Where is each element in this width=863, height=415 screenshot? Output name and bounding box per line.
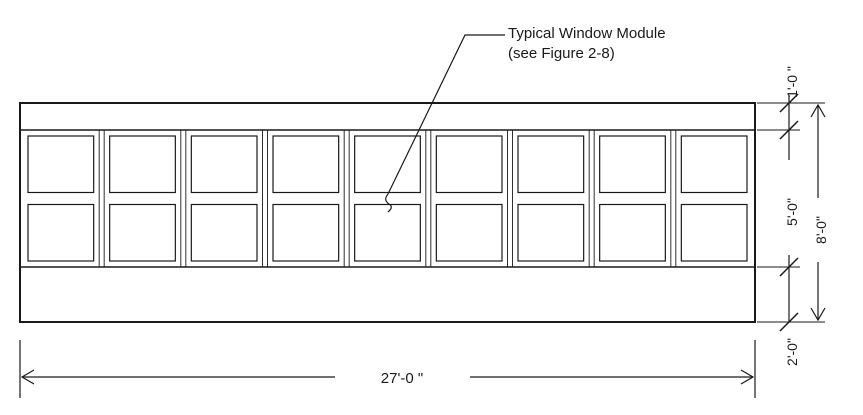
overall-height-dimension-label: 8'-0" [813, 216, 829, 244]
window-pane [109, 203, 176, 262]
window-pane [517, 135, 585, 194]
wall-panel-outline [19, 102, 756, 323]
overall-width-label: 27'-0 " [381, 370, 423, 387]
window-pane [599, 203, 666, 262]
window-module-grid [27, 130, 748, 267]
window-pane [272, 135, 340, 194]
window-pane [680, 135, 748, 194]
vertical-dimension-chain [757, 93, 825, 332]
window-pane [517, 203, 585, 262]
callout-reference: (see Figure 2-8) [508, 45, 615, 62]
window-pane [599, 135, 666, 194]
window-pane [27, 203, 95, 262]
callout-leader [385, 34, 505, 213]
window-pane [27, 135, 95, 194]
window-pane [435, 203, 503, 262]
window-pane [435, 135, 503, 194]
window-pane [680, 203, 748, 262]
window-pane [354, 135, 421, 194]
width-dimension-line [19, 340, 756, 398]
window-pane [190, 135, 258, 194]
window-pane [190, 203, 258, 262]
top-band-dimension-label: 1'-0 " [784, 66, 800, 98]
callout-title: Typical Window Module [508, 25, 666, 42]
bottom-band-dimension-label: 2'-0" [784, 338, 800, 366]
window-height-dimension-label: 5'-0" [784, 198, 800, 226]
window-pane [272, 203, 340, 262]
window-pane [109, 135, 176, 194]
overall-height-dimension [810, 103, 826, 322]
window-pane [354, 203, 421, 262]
